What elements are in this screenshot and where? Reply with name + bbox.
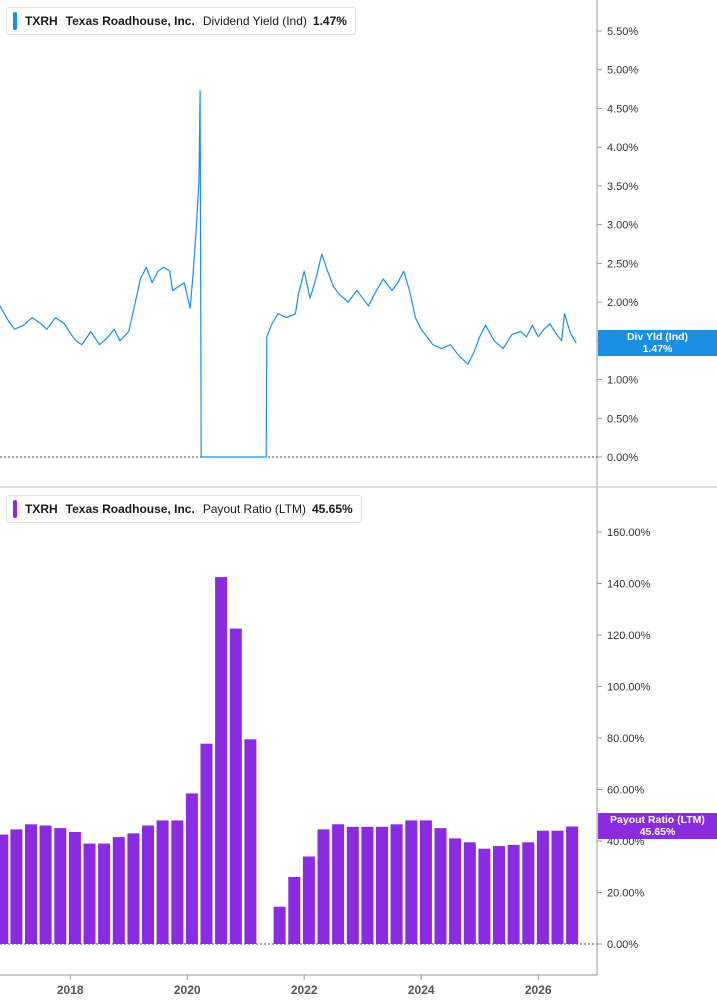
badge-value: 45.65% xyxy=(639,826,676,839)
payout-ratio-bar xyxy=(244,739,257,944)
payout-ratio-bar xyxy=(83,843,96,944)
x-tick-label: 2026 xyxy=(525,983,552,997)
payout-ratio-bar xyxy=(229,628,242,944)
payout-ratio-bar xyxy=(10,829,23,944)
payout-ratio-bar xyxy=(156,820,169,944)
legend-metric: Payout Ratio (LTM) xyxy=(202,502,306,516)
series-color-swatch xyxy=(13,500,17,518)
dividend-yield-line xyxy=(0,90,577,458)
payout-ratio-bar xyxy=(215,577,228,944)
payout-ratio-bar xyxy=(493,846,505,944)
y-tick-label: 1.00% xyxy=(607,375,638,387)
payout-ratio-bar xyxy=(54,828,67,944)
payout-ratio-bar xyxy=(405,820,418,944)
x-tick-label: 2022 xyxy=(291,983,318,997)
dividend-yield-panel: 0.00%0.50%1.00%1.50%2.00%2.50%3.00%3.50%… xyxy=(0,26,638,464)
legend-company: Texas Roadhouse, Inc. xyxy=(65,502,195,516)
payout-ratio-panel: 0.00%20.00%40.00%60.00%80.00%100.00%120.… xyxy=(0,527,651,951)
y-tick-label: 120.00% xyxy=(607,630,651,642)
payout-ratio-bar xyxy=(536,830,549,944)
y-tick-label: 140.00% xyxy=(607,579,651,591)
payout-ratio-bar xyxy=(478,848,491,944)
payout-ratio-bar xyxy=(376,826,388,944)
payout-ratio-bar xyxy=(390,824,403,944)
y-tick-label: 160.00% xyxy=(607,527,651,539)
payout-ratio-bar xyxy=(463,842,476,944)
payout-ratio-bar xyxy=(185,793,198,944)
y-tick-label: 2.50% xyxy=(607,258,638,270)
payout-ratio-bar xyxy=(288,877,301,944)
legend-ticker: TXRH xyxy=(25,502,58,516)
y-tick-label: 80.00% xyxy=(607,733,645,745)
legend-company: Texas Roadhouse, Inc. xyxy=(65,14,195,28)
payout-ratio-bar xyxy=(200,743,213,944)
payout-ratio-bar xyxy=(142,825,154,944)
payout-ratio-bar xyxy=(361,826,374,944)
dividend-yield-value-badge: Div Yld (Ind) 1.47% xyxy=(598,330,717,357)
panel-divider xyxy=(0,0,717,976)
payout-ratio-bar xyxy=(39,825,52,944)
y-tick-label: 3.00% xyxy=(607,220,638,232)
badge-value: 1.47% xyxy=(642,343,673,356)
x-axis: 2018 2020 2022 2024 2026 xyxy=(57,975,552,997)
payout-ratio-bar xyxy=(127,833,140,944)
y-tick-label: 0.00% xyxy=(607,452,638,464)
payout-ratio-bar xyxy=(112,837,125,944)
payout-ratio-bar xyxy=(98,843,111,944)
payout-ratio-bar xyxy=(68,832,81,944)
x-tick-label: 2024 xyxy=(408,983,435,997)
y-tick-label: 3.50% xyxy=(607,181,638,193)
badge-label: Div Yld (Ind) xyxy=(626,331,689,344)
x-tick-label: 2020 xyxy=(174,983,201,997)
payout-ratio-bar xyxy=(317,829,330,944)
payout-ratio-bar xyxy=(449,838,462,944)
payout-ratio-bar xyxy=(346,826,359,944)
y-tick-label: 2.00% xyxy=(607,297,638,309)
legend-value: 1.47% xyxy=(312,14,347,28)
payout-ratio-bar xyxy=(25,824,37,944)
x-tick-label: 2018 xyxy=(57,983,84,997)
y-tick-label: 100.00% xyxy=(607,682,651,694)
payout-ratio-bar xyxy=(332,824,345,944)
payout-ratio-value-badge: Payout Ratio (LTM) 45.65% xyxy=(598,813,717,840)
dividend-yield-legend: TXRH Texas Roadhouse, Inc. Dividend Yiel… xyxy=(6,7,356,35)
y-tick-label: 5.00% xyxy=(607,65,638,77)
legend-metric: Dividend Yield (Ind) xyxy=(202,14,307,28)
payout-ratio-bar xyxy=(302,856,315,944)
payout-ratio-bar xyxy=(434,828,447,944)
y-tick-label: 0.50% xyxy=(607,413,638,425)
y-tick-label: 5.50% xyxy=(607,26,638,38)
payout-ratio-bar xyxy=(0,834,9,944)
payout-ratio-bar xyxy=(171,820,184,944)
payout-ratio-legend: TXRH Texas Roadhouse, Inc. Payout Ratio … xyxy=(6,495,362,523)
payout-ratio-bar xyxy=(419,820,432,944)
series-color-swatch xyxy=(13,12,17,30)
y-tick-label: 60.00% xyxy=(607,785,645,797)
y-tick-label: 4.50% xyxy=(607,103,638,115)
legend-ticker: TXRH xyxy=(25,14,58,28)
y-tick-label: 20.00% xyxy=(607,888,645,900)
y-tick-label: 4.00% xyxy=(607,142,638,154)
payout-ratio-bar xyxy=(273,906,286,944)
payout-ratio-bar xyxy=(551,830,564,944)
payout-ratio-bar xyxy=(522,842,535,944)
legend-value: 45.65% xyxy=(311,502,353,516)
badge-label: Payout Ratio (LTM) xyxy=(610,814,705,827)
y-tick-label: 0.00% xyxy=(607,939,638,951)
payout-ratio-bar xyxy=(566,826,579,944)
payout-ratio-bar xyxy=(507,844,520,944)
